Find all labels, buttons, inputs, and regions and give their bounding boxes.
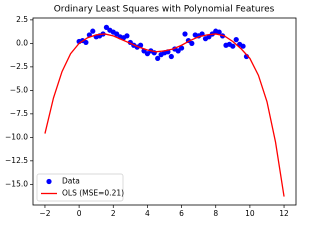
y-tick-label: −2.5	[10, 62, 28, 71]
data-point	[240, 43, 246, 49]
data-point	[103, 24, 110, 30]
x-tick-label: 6	[179, 209, 184, 218]
data-point	[168, 53, 174, 60]
legend-label: Data	[62, 177, 80, 186]
data-point	[216, 29, 222, 35]
x-tick-label: −2	[39, 209, 50, 218]
legend-box	[36, 173, 124, 202]
data-point	[83, 39, 89, 46]
data-point	[175, 48, 181, 54]
data-point	[178, 45, 185, 51]
y-tick-label: −5.0	[10, 85, 28, 94]
x-tick-label: 8	[213, 209, 218, 218]
data-point	[182, 31, 188, 37]
y-tick-label: 2.5	[16, 15, 28, 24]
chart-title: Ordinary Least Squares with Polynomial F…	[54, 5, 275, 15]
data-point	[144, 51, 151, 57]
data-point	[124, 33, 130, 39]
chart: Ordinary Least Squares with Polynomial F…	[5, 5, 297, 218]
y-tick-label: −7.5	[10, 109, 28, 118]
data-point	[230, 43, 236, 49]
x-tick-label: 10	[245, 209, 255, 218]
fit-line	[44, 33, 285, 197]
y-tick-label: 0.0	[16, 38, 28, 47]
x-tick-label: 12	[279, 209, 289, 218]
data-point	[114, 31, 120, 37]
x-tick-label: 2	[111, 209, 116, 218]
legend-marker	[46, 178, 52, 185]
legend-label: OLS (MSE=0.21)	[62, 189, 124, 198]
y-tick-label: −12.5	[5, 156, 28, 165]
data-point	[90, 28, 96, 34]
data-point	[155, 55, 161, 62]
data-point	[233, 37, 239, 43]
y-tick-label: −10.0	[5, 132, 28, 141]
y-tick-label: −15.0	[5, 179, 28, 188]
x-tick-label: 0	[77, 209, 82, 218]
plot-frame	[32, 17, 297, 206]
x-tick-label: 4	[145, 209, 150, 218]
data-point	[189, 40, 195, 46]
data-point	[137, 42, 144, 48]
